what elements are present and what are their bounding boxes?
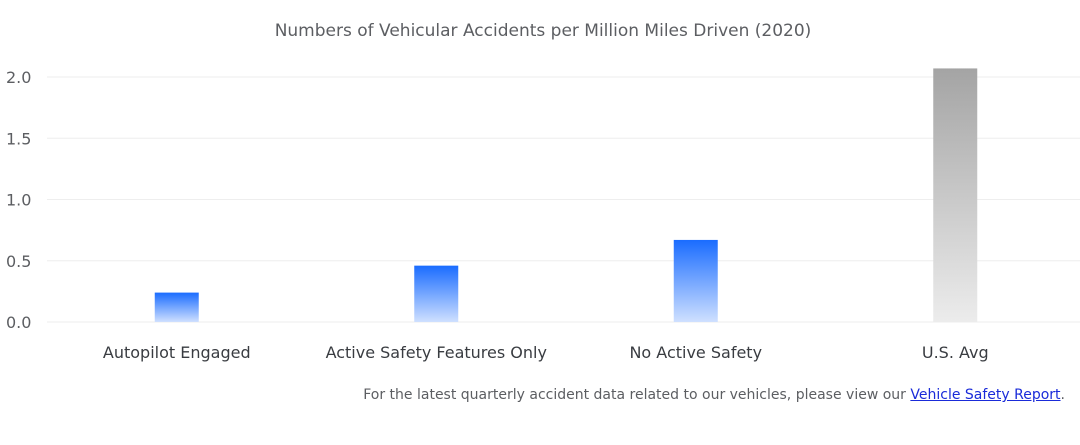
y-tick-label: 2.0 xyxy=(6,68,31,87)
bar-active-safety-features-only xyxy=(414,265,459,322)
x-tick-label: Autopilot Engaged xyxy=(103,343,251,362)
chart-title: Numbers of Vehicular Accidents per Milli… xyxy=(275,21,812,41)
x-tick-label: No Active Safety xyxy=(629,343,762,362)
bar-autopilot-engaged xyxy=(154,292,199,322)
vehicle-safety-report-link[interactable]: Vehicle Safety Report xyxy=(910,387,1061,403)
y-tick-label: 0.0 xyxy=(6,313,31,332)
y-tick-label: 1.5 xyxy=(6,129,31,148)
footnote: For the latest quarterly accident data r… xyxy=(363,387,1065,403)
y-axis-ticks: 0.0 0.5 1.0 1.5 2.0 xyxy=(6,68,31,332)
bar-no-active-safety xyxy=(673,239,718,322)
y-tick-label: 1.0 xyxy=(6,191,31,210)
footnote-end: . xyxy=(1060,387,1065,403)
bar-u-s-avg xyxy=(933,68,978,322)
y-tick-label: 0.5 xyxy=(6,252,31,271)
footnote-text: For the latest quarterly accident data r… xyxy=(363,387,911,403)
grid-lines xyxy=(47,76,1080,323)
x-tick-label: U.S. Avg xyxy=(922,343,989,362)
bars xyxy=(154,68,978,322)
x-axis-ticks: Autopilot Engaged Active Safety Features … xyxy=(103,343,989,362)
x-tick-label: Active Safety Features Only xyxy=(326,343,547,362)
